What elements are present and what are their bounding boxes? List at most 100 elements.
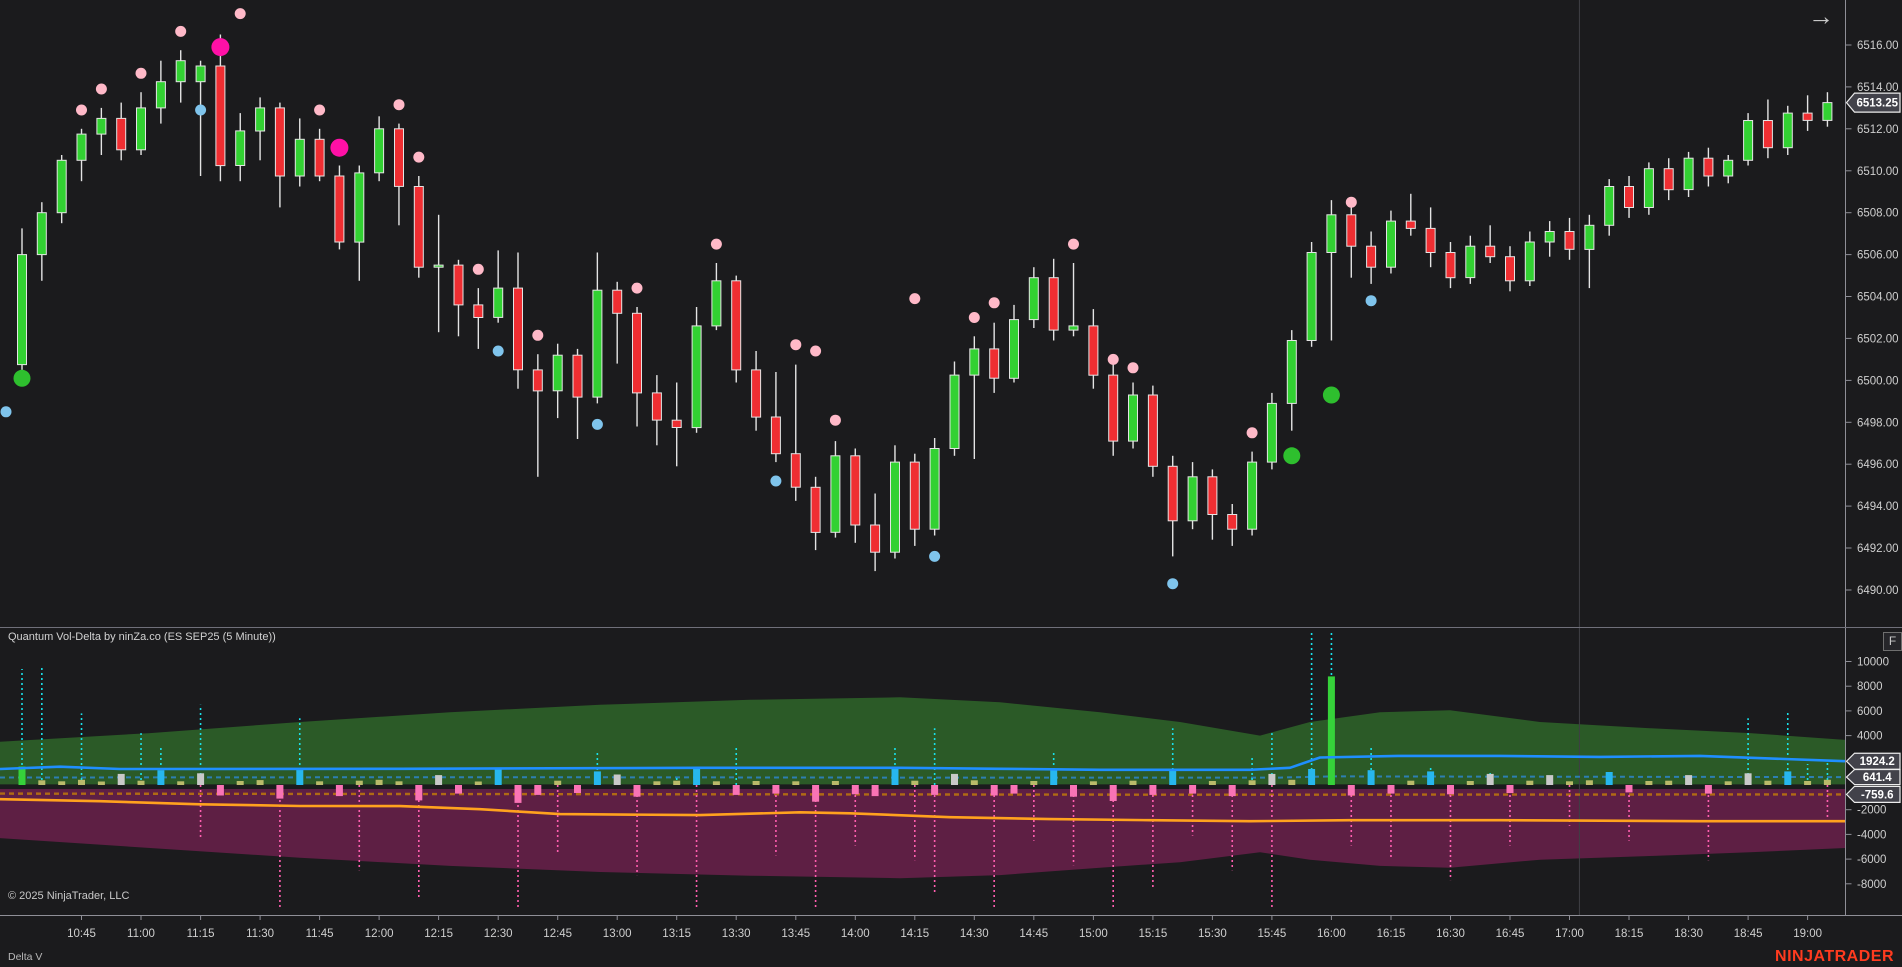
candle: [17, 254, 27, 366]
time-axis-tick-label: 13:15: [662, 928, 691, 940]
candle: [929, 448, 940, 530]
candle: [235, 130, 246, 166]
candle: [1326, 214, 1337, 254]
time-axis-tick-label: 16:00: [1317, 928, 1346, 940]
strong-sell-dots: [211, 38, 349, 157]
price-axis-tick-label: 6496.00: [1857, 459, 1899, 471]
candle: [1683, 157, 1694, 191]
time-axis[interactable]: 10:45 11:00 11:15 11:30 11:45 12:00 12:15 12:30…: [0, 915, 1902, 948]
time-axis-tick-label: 12:30: [484, 928, 513, 940]
time-axis-tick-label: 15:00: [1079, 928, 1108, 940]
time-axis-tick-label: 12:45: [543, 928, 572, 940]
candle: [1445, 252, 1456, 279]
candle: [1147, 394, 1158, 467]
time-axis-tick-label: 18:15: [1615, 928, 1644, 940]
candle: [116, 117, 127, 151]
candle: [1584, 224, 1595, 250]
price-axis-tick-label: 6504.00: [1857, 292, 1899, 304]
time-axis-tick-label: 12:00: [365, 928, 394, 940]
candle: [215, 65, 226, 167]
time-axis-tick-label: 12:15: [424, 928, 453, 940]
candle: [394, 128, 404, 187]
sell-signal-dots: [76, 8, 1357, 439]
lower-average-line: [0, 792, 1846, 796]
candle: [493, 287, 504, 318]
candle: [1405, 220, 1416, 229]
candle: [513, 287, 523, 371]
candle: [1524, 241, 1535, 282]
strong-buy-dots: [13, 369, 1340, 465]
price-axis-tick-label: 6492.00: [1857, 543, 1899, 555]
price-marker-label: 1924.2: [1860, 756, 1895, 768]
price-axis-tick-label: 6512.00: [1857, 124, 1899, 136]
time-axis-tick-label: 14:15: [900, 928, 929, 940]
time-axis-tick-label: 16:45: [1496, 928, 1525, 940]
time-axis-tick-label: 14:45: [1019, 928, 1048, 940]
candle: [751, 369, 762, 418]
upper-average-line: [0, 775, 1846, 779]
candle: [632, 312, 642, 394]
candle: [1802, 112, 1813, 121]
time-axis-tick-label: 11:30: [246, 928, 274, 940]
price-axis-tick-label: 6494.00: [1857, 501, 1899, 513]
price-axis-tick-label: 6516.00: [1857, 40, 1899, 52]
candle: [473, 304, 484, 318]
candle: [36, 212, 47, 256]
price-axis-tick-label: 6502.00: [1857, 333, 1899, 345]
candle: [433, 264, 444, 268]
price-marker-tag: [1845, 768, 1901, 786]
scroll-to-end-arrow-icon[interactable]: →: [1808, 1, 1834, 31]
candle: [1048, 277, 1059, 331]
candle: [1743, 120, 1754, 161]
candlestick-series[interactable]: [17, 34, 1833, 572]
candle: [651, 392, 662, 421]
candle: [1227, 514, 1238, 530]
candle: [1068, 325, 1079, 331]
indicator-axis-tick-label: 8000: [1857, 681, 1883, 693]
candle: [195, 65, 206, 83]
indicator-axis-tick-label: 10000: [1857, 657, 1889, 669]
time-axis-tick-label: 13:00: [603, 928, 632, 940]
candle: [1564, 231, 1575, 250]
candle: [890, 461, 900, 553]
fixed-scale-button[interactable]: F: [1883, 632, 1902, 651]
candle: [1723, 159, 1734, 177]
candle: [691, 325, 702, 429]
price-axis-tick-label: 6500.00: [1857, 375, 1899, 387]
price-axis-tick-label: 6490.00: [1857, 585, 1899, 597]
candle: [1346, 214, 1357, 247]
candle: [1306, 252, 1317, 341]
buy-signal-dots: [0, 104, 1377, 590]
candle: [949, 374, 960, 450]
candle: [155, 81, 166, 109]
candle: [552, 354, 563, 392]
vol-delta-indicator-panel[interactable]: 10000 8000 6000 4000 -2000 -4000 -6000 -8000 64…: [0, 627, 1902, 915]
price-marker-tag: [1845, 785, 1901, 803]
time-axis-tick-label: 15:45: [1258, 928, 1287, 940]
time-axis-tick-label: 11:15: [187, 928, 215, 940]
tab-bar: Delta V NINJATRADER: [0, 948, 1902, 967]
candle: [1167, 465, 1178, 522]
candle: [830, 455, 841, 533]
candle: [1028, 277, 1039, 321]
candle: [1624, 186, 1634, 208]
candle: [255, 107, 266, 132]
candle: [572, 354, 583, 398]
tab-delta-v[interactable]: Delta V: [8, 951, 43, 963]
indicator-axis-tick-label: 6000: [1857, 706, 1883, 718]
candle: [96, 117, 107, 135]
positive-delta-band: [0, 697, 1846, 785]
time-axis-tick-label: 14:30: [960, 928, 989, 940]
candle: [1108, 374, 1119, 442]
candle: [1128, 394, 1138, 442]
time-axis-tick-label: 14:00: [841, 928, 870, 940]
candle: [532, 369, 543, 392]
candle: [1465, 245, 1476, 279]
candle: [1386, 220, 1396, 268]
candle: [1822, 102, 1833, 121]
time-axis-tick-label: 17:00: [1555, 928, 1584, 940]
price-chart-panel[interactable]: 6516.00 6514.00 6512.00 6510.00 6508.00 6506.…: [0, 0, 1902, 627]
time-axis-tick-label: 16:30: [1436, 928, 1465, 940]
time-axis-tick-label: 11:45: [306, 928, 334, 940]
candle: [810, 486, 821, 533]
